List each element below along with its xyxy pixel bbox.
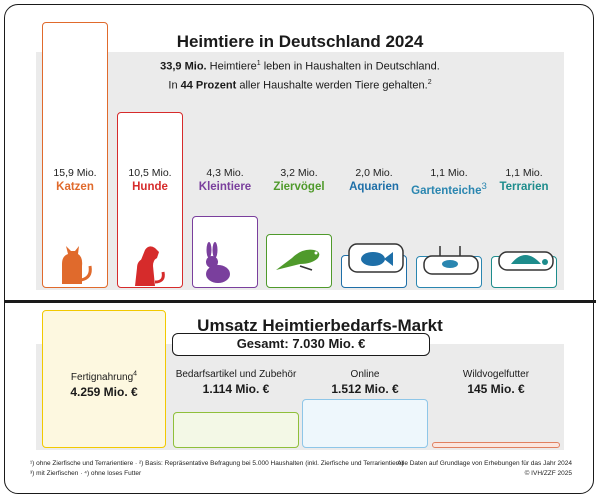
subtitle-line-1-rest: leben in Haushalten in Deutschland.	[263, 60, 440, 73]
bar-label-hunde: 10,5 Mio. Hunde	[105, 166, 195, 194]
market-label-1: Fertignahrung4 4.259 Mio. €	[34, 368, 174, 399]
bird-icon	[272, 242, 328, 277]
value-label: 1.114 Mio. €	[202, 382, 270, 396]
market-bar-3	[302, 399, 428, 448]
footnote-ref: 4	[133, 371, 138, 378]
bar-label-katzen: 15,9 Mio. Katzen	[30, 166, 120, 194]
total-pets-value: 33,9 Mio.	[160, 60, 207, 73]
top-title: Heimtiere in Deutschland 2024	[176, 32, 424, 51]
market-label-2: Bedarfsartikel und Zubehör 1.114 Mio. €	[165, 368, 307, 396]
market-bar-1	[42, 310, 166, 448]
value-label: 145 Mio. €	[467, 382, 525, 396]
subtitle-pets-word: Heimtiere	[209, 60, 257, 73]
value-label: 1.512 Mio. €	[331, 382, 399, 396]
footnote-left-1: ¹) ohne Zierfische und Terrarientiere · …	[30, 460, 404, 467]
market-bar-4	[432, 442, 560, 448]
section-divider	[4, 300, 596, 303]
value-label: 2,0 Mio.	[355, 167, 393, 179]
footnote-ref: 3	[481, 181, 487, 192]
category-label: Fertignahrung4	[70, 371, 138, 384]
bar-label-gartenteiche: 1,1 Mio. Gartenteiche3	[404, 166, 494, 198]
value-label: 4,3 Mio.	[206, 167, 244, 179]
fish-icon	[347, 242, 405, 279]
bar-label-kleintiere: 4,3 Mio. Kleintiere	[180, 166, 270, 194]
market-label-4: Wildvogelfutter 145 Mio. €	[424, 368, 568, 396]
value-label: 10,5 Mio.	[128, 167, 172, 179]
subtitle-line-2-pre: In	[168, 79, 178, 92]
bar-label-ziervögel: 3,2 Mio. Ziervögel	[254, 166, 344, 194]
value-label: 15,9 Mio.	[53, 167, 97, 179]
market-bar-2	[173, 411, 299, 448]
value-label: 1,1 Mio.	[505, 167, 543, 179]
bar-kleintiere	[192, 216, 258, 288]
bar-label-aquarien: 2,0 Mio. Aquarien	[329, 166, 419, 194]
category-label: Hunde	[132, 181, 168, 193]
footnote-ref-2: 2	[427, 78, 432, 86]
market-total: Gesamt: 7.030 Mio. €	[172, 333, 430, 356]
turtle-icon	[497, 242, 555, 277]
footnote-right-2: © IVH/ZZF 2025	[524, 470, 572, 477]
bar-katzen	[42, 22, 108, 288]
category-label: Bedarfsartikel und Zubehör	[175, 369, 297, 380]
rabbit-icon	[198, 242, 238, 289]
category-label: Ziervögel	[273, 181, 325, 193]
category-label: Terrarien	[499, 181, 549, 193]
category-label: Gartenteiche3	[411, 181, 487, 197]
category-label: Kleintiere	[198, 181, 252, 193]
subtitle-line-2-rest: aller Haushalte werden Tiere gehalten.	[239, 79, 428, 92]
subtitle-line-2: In 44 Prozent aller Haushalte werden Tie…	[120, 75, 480, 94]
chart-frame	[4, 4, 594, 494]
footnote-ref-1: 1	[256, 60, 261, 67]
pond-fish-icon	[422, 242, 480, 281]
subtitle-line-1: 33,9 Mio. Heimtiere1 leben in Haushalten…	[120, 56, 480, 75]
footnote-right-1: Alle Daten auf Grundlage von Erhebungen …	[397, 460, 572, 467]
market-label-3: Online 1.512 Mio. €	[294, 368, 436, 396]
category-label: Aquarien	[349, 181, 399, 193]
value-label: 3,2 Mio.	[280, 167, 318, 179]
cat-icon	[48, 242, 98, 291]
dog-icon	[123, 242, 173, 293]
top-subtitle: 33,9 Mio. Heimtiere1 leben in Haushalten…	[120, 56, 480, 93]
value-label: 4.259 Mio. €	[70, 385, 138, 400]
footnote-left-2: ³) mit Zierfischen · ⁴) ohne loses Futte…	[30, 470, 142, 477]
category-label: Wildvogelfutter	[462, 369, 530, 380]
value-label: 1,1 Mio.	[430, 167, 468, 179]
bottom-title: Umsatz Heimtierbedarfs-Markt	[197, 316, 443, 335]
category-label: Online	[350, 369, 380, 380]
bar-label-terrarien: 1,1 Mio. Terrarien	[479, 166, 569, 194]
category-label: Katzen	[56, 181, 94, 193]
households-percent-value: 44 Prozent	[180, 79, 237, 92]
